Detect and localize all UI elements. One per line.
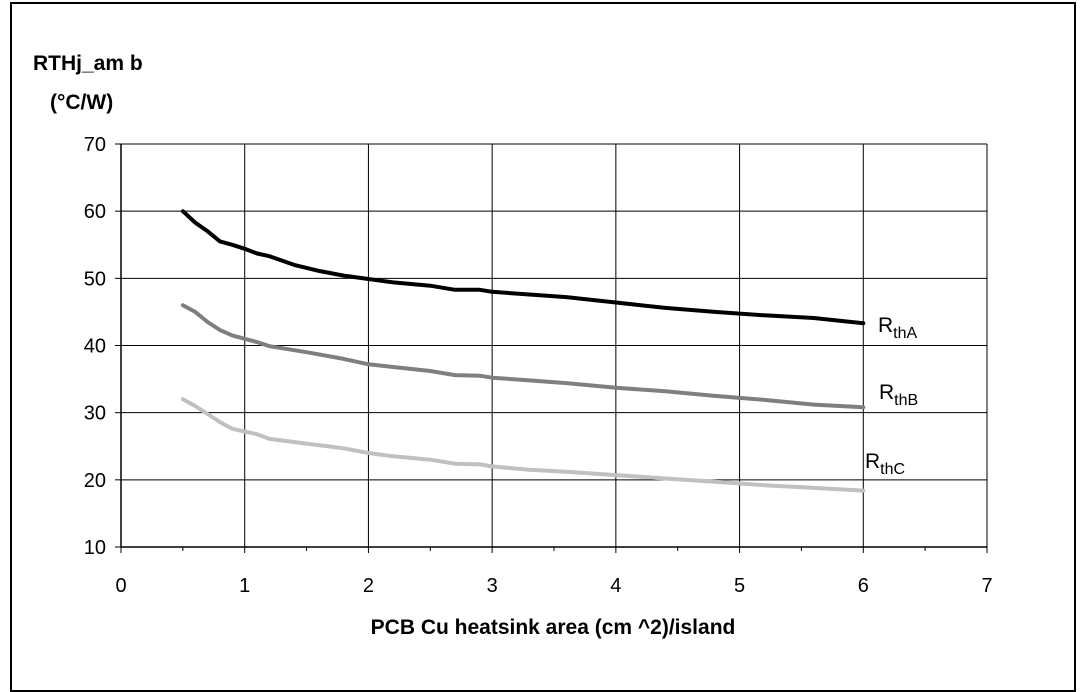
- y-axis-title-line1: RTHj_am b: [33, 52, 143, 75]
- y-tick-label: 30: [84, 403, 106, 425]
- x-tick-label: 0: [115, 575, 126, 597]
- axes: [115, 143, 988, 553]
- series-label-RthB: RthB: [879, 381, 918, 409]
- x-tick-label: 3: [487, 575, 498, 597]
- x-tick-labels: 0 1 2 3 4 5 6 7: [115, 575, 992, 597]
- series-group: [180, 209, 866, 493]
- y-tick-label: 20: [84, 470, 106, 492]
- series-line-RthA: [180, 209, 866, 326]
- x-tick-label: 7: [981, 575, 992, 597]
- grid: [121, 143, 988, 547]
- y-axis-title-line2: (°C/W): [50, 91, 113, 114]
- y-tick-label: 10: [84, 537, 106, 559]
- series-label-RthC: RthC: [865, 450, 905, 478]
- series-line-RthC: [180, 397, 866, 493]
- x-tick-label: 6: [858, 575, 869, 597]
- x-tick-label: 5: [734, 575, 745, 597]
- y-tick-label: 70: [84, 134, 106, 156]
- series-label-RthA: RthA: [878, 314, 918, 342]
- x-axis-title: PCB Cu heatsink area (cm ^2)/island: [371, 616, 736, 639]
- y-tick-label: 60: [84, 201, 106, 223]
- y-tick-label: 40: [84, 336, 106, 358]
- series-labels: RthA RthB RthC: [865, 314, 918, 478]
- y-tick-label: 50: [84, 268, 106, 290]
- x-tick-label: 2: [363, 575, 374, 597]
- series-line-RthB: [180, 303, 866, 410]
- y-tick-labels: 10 20 30 40 50 60 70: [84, 134, 106, 559]
- x-tick-label: 1: [239, 575, 250, 597]
- x-tick-label: 4: [610, 575, 621, 597]
